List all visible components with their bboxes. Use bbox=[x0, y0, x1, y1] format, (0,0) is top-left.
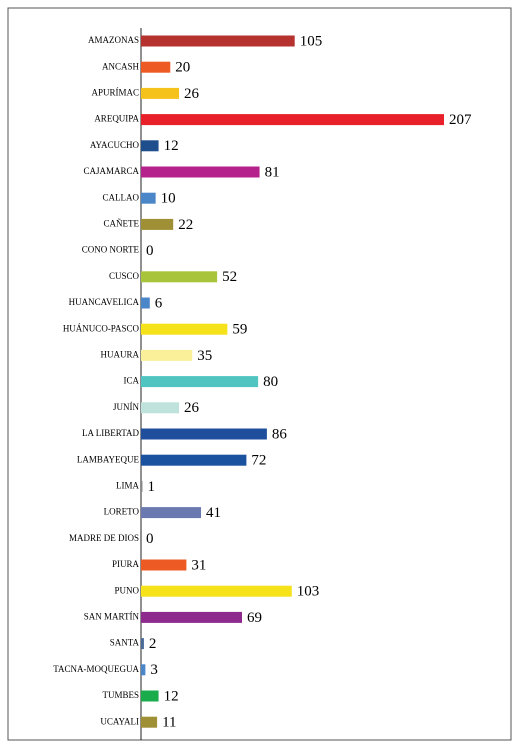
category-label: CAÑETE bbox=[104, 218, 140, 228]
value-label: 52 bbox=[222, 269, 237, 285]
value-label: 0 bbox=[146, 243, 154, 259]
bar bbox=[141, 402, 180, 414]
category-label: LA LIBERTAD bbox=[82, 428, 139, 438]
category-label: CUSCO bbox=[109, 271, 140, 281]
value-label: 11 bbox=[162, 715, 176, 731]
bar bbox=[141, 271, 218, 283]
category-label: TUMBES bbox=[102, 690, 139, 700]
bar bbox=[141, 297, 150, 309]
value-label: 59 bbox=[232, 322, 247, 338]
category-label: CAJAMARCA bbox=[83, 166, 139, 176]
bar bbox=[141, 638, 144, 650]
value-label: 81 bbox=[265, 164, 280, 180]
category-label: LORETO bbox=[104, 507, 140, 517]
bar bbox=[141, 664, 146, 676]
value-label: 41 bbox=[206, 505, 221, 521]
bar bbox=[141, 218, 174, 230]
category-label: ANCASH bbox=[102, 61, 140, 71]
category-label: AYACUCHO bbox=[90, 140, 140, 150]
category-label: PUNO bbox=[114, 585, 139, 595]
bar bbox=[141, 428, 267, 440]
value-label: 31 bbox=[191, 557, 206, 573]
bar bbox=[141, 61, 171, 73]
category-label: AMAZONAS bbox=[88, 35, 139, 45]
category-label: SANTA bbox=[110, 638, 140, 648]
bar bbox=[141, 376, 259, 388]
value-label: 86 bbox=[272, 426, 288, 442]
category-label: CONO NORTE bbox=[82, 245, 140, 255]
value-label: 72 bbox=[251, 453, 266, 469]
value-label: 22 bbox=[178, 217, 193, 233]
value-label: 12 bbox=[164, 138, 179, 154]
value-label: 80 bbox=[263, 374, 278, 390]
category-label: SAN MARTÍN bbox=[84, 611, 140, 621]
value-label: 26 bbox=[184, 400, 200, 416]
category-label: AREQUIPA bbox=[94, 114, 139, 124]
category-label: PIURA bbox=[112, 559, 140, 569]
category-label: LAMBAYEQUE bbox=[77, 454, 140, 464]
bar bbox=[141, 35, 295, 47]
category-label: HUANCAVELICA bbox=[69, 297, 140, 307]
bar bbox=[141, 454, 247, 466]
value-label: 6 bbox=[155, 295, 163, 311]
value-label: 103 bbox=[297, 584, 320, 600]
value-label: 3 bbox=[150, 662, 158, 678]
category-label: HUÁNUCO-PASCO bbox=[63, 323, 140, 333]
value-label: 1 bbox=[147, 479, 155, 495]
bar bbox=[141, 192, 156, 204]
value-label: 105 bbox=[300, 33, 323, 49]
bar bbox=[141, 559, 187, 571]
bar bbox=[141, 323, 228, 335]
value-label: 0 bbox=[146, 531, 154, 547]
value-label: 26 bbox=[184, 86, 200, 102]
value-label: 2 bbox=[149, 636, 157, 652]
category-label: APURÍMAC bbox=[91, 87, 139, 97]
category-label: TACNA-MOQUEGUA bbox=[53, 664, 139, 674]
bar bbox=[141, 690, 159, 702]
bar bbox=[141, 140, 159, 152]
bar bbox=[141, 349, 193, 361]
category-label: UCAYALI bbox=[100, 716, 139, 726]
value-label: 10 bbox=[161, 191, 176, 207]
bar bbox=[141, 611, 242, 623]
category-label: HUAURA bbox=[100, 349, 139, 359]
category-label: MADRE DE DIOS bbox=[69, 533, 139, 543]
value-label: 12 bbox=[164, 688, 179, 704]
category-label: JUNÍN bbox=[113, 402, 139, 412]
frame bbox=[7, 7, 512, 741]
bar bbox=[141, 507, 202, 519]
category-label: LIMA bbox=[116, 480, 139, 490]
bar bbox=[141, 114, 444, 126]
category-label: ICA bbox=[124, 376, 140, 386]
value-label: 207 bbox=[449, 112, 472, 128]
bar bbox=[141, 716, 158, 728]
value-label: 35 bbox=[197, 348, 212, 364]
bar bbox=[141, 87, 180, 99]
category-label: CALLAO bbox=[103, 192, 140, 202]
bar bbox=[141, 585, 292, 597]
bar bbox=[141, 166, 260, 178]
value-label: 69 bbox=[247, 610, 262, 626]
value-label: 20 bbox=[175, 60, 190, 76]
bar bbox=[141, 480, 143, 492]
